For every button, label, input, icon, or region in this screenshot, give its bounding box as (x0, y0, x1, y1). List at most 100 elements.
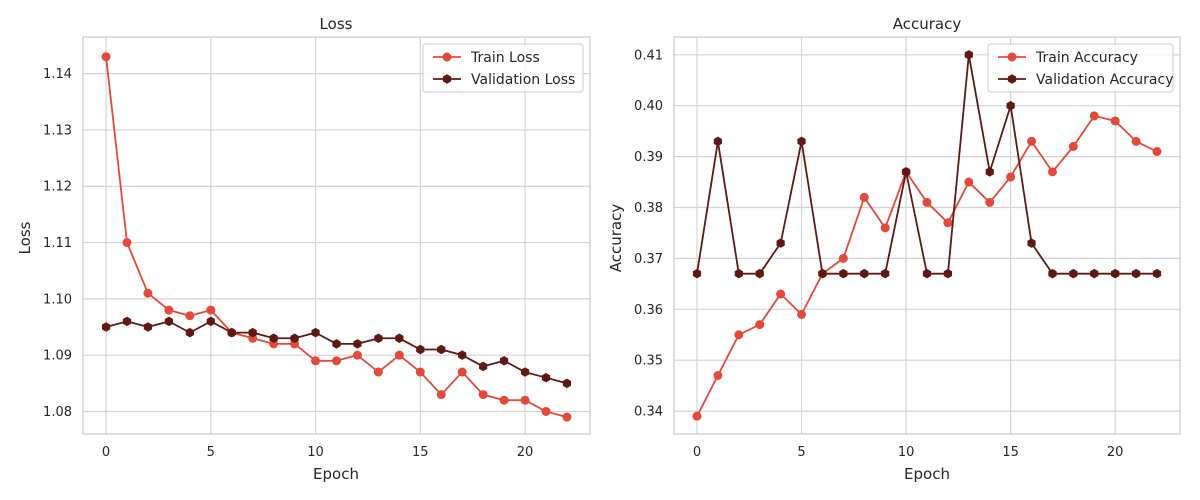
accuracy-grid (674, 37, 1180, 434)
accuracy-y-tick-label: 0.40 (634, 99, 663, 114)
loss-train-point (457, 367, 467, 377)
accuracy-validation-point (1006, 100, 1015, 111)
accuracy-train-legend-label: Train Accuracy (1035, 50, 1138, 66)
loss-train-point (394, 350, 404, 360)
accuracy-train-point (922, 197, 932, 207)
accuracy-plot-area (674, 37, 1180, 434)
loss-validation-point (437, 344, 446, 355)
accuracy-train-point (1047, 167, 1057, 177)
accuracy-y-tick-label: 0.36 (634, 303, 663, 318)
accuracy-x-tick-label: 10 (898, 445, 915, 460)
loss-validation-series (101, 316, 572, 389)
accuracy-validation-point (1152, 268, 1162, 279)
accuracy-validation-legend-marker (1007, 74, 1017, 84)
loss-validation-point (290, 333, 299, 344)
accuracy-train-point (1152, 147, 1162, 157)
loss-validation-point (185, 327, 194, 338)
accuracy-train-point (964, 177, 974, 187)
accuracy-train-point (1006, 172, 1016, 182)
accuracy-validation-point (922, 268, 932, 279)
accuracy-x-tick-label: 5 (797, 445, 805, 460)
accuracy-validation-point (1111, 268, 1120, 279)
accuracy-validation-point (964, 50, 973, 60)
loss-validation-point (101, 322, 111, 332)
accuracy-validation-point (818, 268, 827, 279)
accuracy-train-point (797, 309, 807, 319)
loss-validation-point (269, 333, 278, 344)
loss-validation-point (562, 378, 572, 389)
accuracy-train-point (1068, 141, 1078, 151)
accuracy-train-legend-marker (1007, 52, 1017, 62)
loss-validation-point (206, 316, 215, 327)
accuracy-validation-legend-label: Validation Accuracy (1036, 72, 1174, 88)
loss-validation-point (374, 333, 383, 344)
accuracy-validation-point (755, 268, 764, 279)
accuracy-y-axis-label: Accuracy (607, 204, 625, 273)
loss-train-point (185, 311, 195, 321)
loss-train-legend-label: Train Loss (470, 50, 540, 66)
loss-x-tick-label: 15 (412, 445, 429, 460)
accuracy-y-tick-label: 0.37 (634, 252, 663, 267)
loss-y-tick-label: 1.08 (43, 405, 72, 420)
accuracy-train-point (1110, 116, 1120, 126)
accuracy-train-point (838, 253, 848, 263)
loss-validation-point (499, 356, 509, 366)
loss-train-point (352, 350, 362, 360)
loss-plot-area (83, 37, 590, 434)
loss-x-tick-label: 0 (102, 445, 110, 460)
accuracy-train-point (880, 223, 890, 233)
accuracy-validation-point (713, 136, 723, 147)
loss-train-point (541, 406, 551, 416)
accuracy-validation-point (1048, 268, 1057, 279)
accuracy-train-point (713, 370, 723, 380)
loss-validation-point (520, 367, 530, 377)
loss-y-axis-label: Loss (16, 221, 34, 254)
loss-validation-point (332, 339, 341, 349)
loss-validation-point (248, 327, 257, 338)
accuracy-train-point (755, 320, 765, 330)
loss-grid (83, 37, 590, 434)
accuracy-legend-box (987, 43, 1174, 93)
accuracy-x-tick-label: 0 (693, 445, 701, 460)
accuracy-x-axis-label: Epoch (904, 465, 950, 483)
loss-train-point (311, 356, 321, 366)
loss-validation-point (164, 316, 174, 327)
accuracy-y-tick-label: 0.38 (634, 201, 663, 216)
loss-train-point (122, 238, 132, 248)
loss-validation-point (541, 372, 551, 383)
accuracy-validation-point (734, 268, 743, 279)
accuracy-train-point (734, 330, 744, 340)
accuracy-validation-series (692, 50, 1162, 279)
accuracy-validation-point (985, 167, 994, 177)
loss-x-tick-label: 10 (307, 445, 324, 460)
accuracy-x-tick-label: 20 (1107, 445, 1124, 460)
accuracy-panel: Accuracy Epoch Accuracy 0 5 10 15 20 0.34 0.35… (607, 15, 1181, 483)
accuracy-x-tick-label: 15 (1002, 445, 1019, 460)
loss-train-point (415, 367, 425, 377)
loss-validation-legend-marker (442, 74, 452, 84)
loss-validation-point (122, 316, 132, 327)
accuracy-validation-point (943, 268, 953, 279)
loss-train-point (143, 288, 153, 298)
accuracy-y-tick-label: 0.39 (634, 150, 663, 165)
loss-validation-point (458, 350, 467, 360)
accuracy-train-point (985, 197, 995, 207)
loss-train-point (436, 390, 446, 400)
accuracy-validation-point (860, 268, 869, 279)
accuracy-train-point (1131, 136, 1141, 146)
loss-axes-frame (82, 36, 591, 435)
loss-chart-title: Loss (320, 15, 353, 33)
accuracy-legend: Train Accuracy Validation Accuracy (987, 43, 1174, 93)
loss-validation-point (479, 361, 488, 372)
accuracy-validation-point (881, 268, 890, 279)
accuracy-validation-point (1069, 268, 1078, 279)
accuracy-train-point (1089, 111, 1099, 121)
loss-y-tick-label: 1.12 (43, 180, 72, 195)
loss-train-point (520, 395, 530, 405)
accuracy-validation-point (1027, 238, 1036, 248)
accuracy-train-point (943, 218, 953, 228)
accuracy-train-point (859, 192, 869, 202)
accuracy-validation-point (901, 167, 911, 177)
loss-validation-point (353, 339, 362, 349)
